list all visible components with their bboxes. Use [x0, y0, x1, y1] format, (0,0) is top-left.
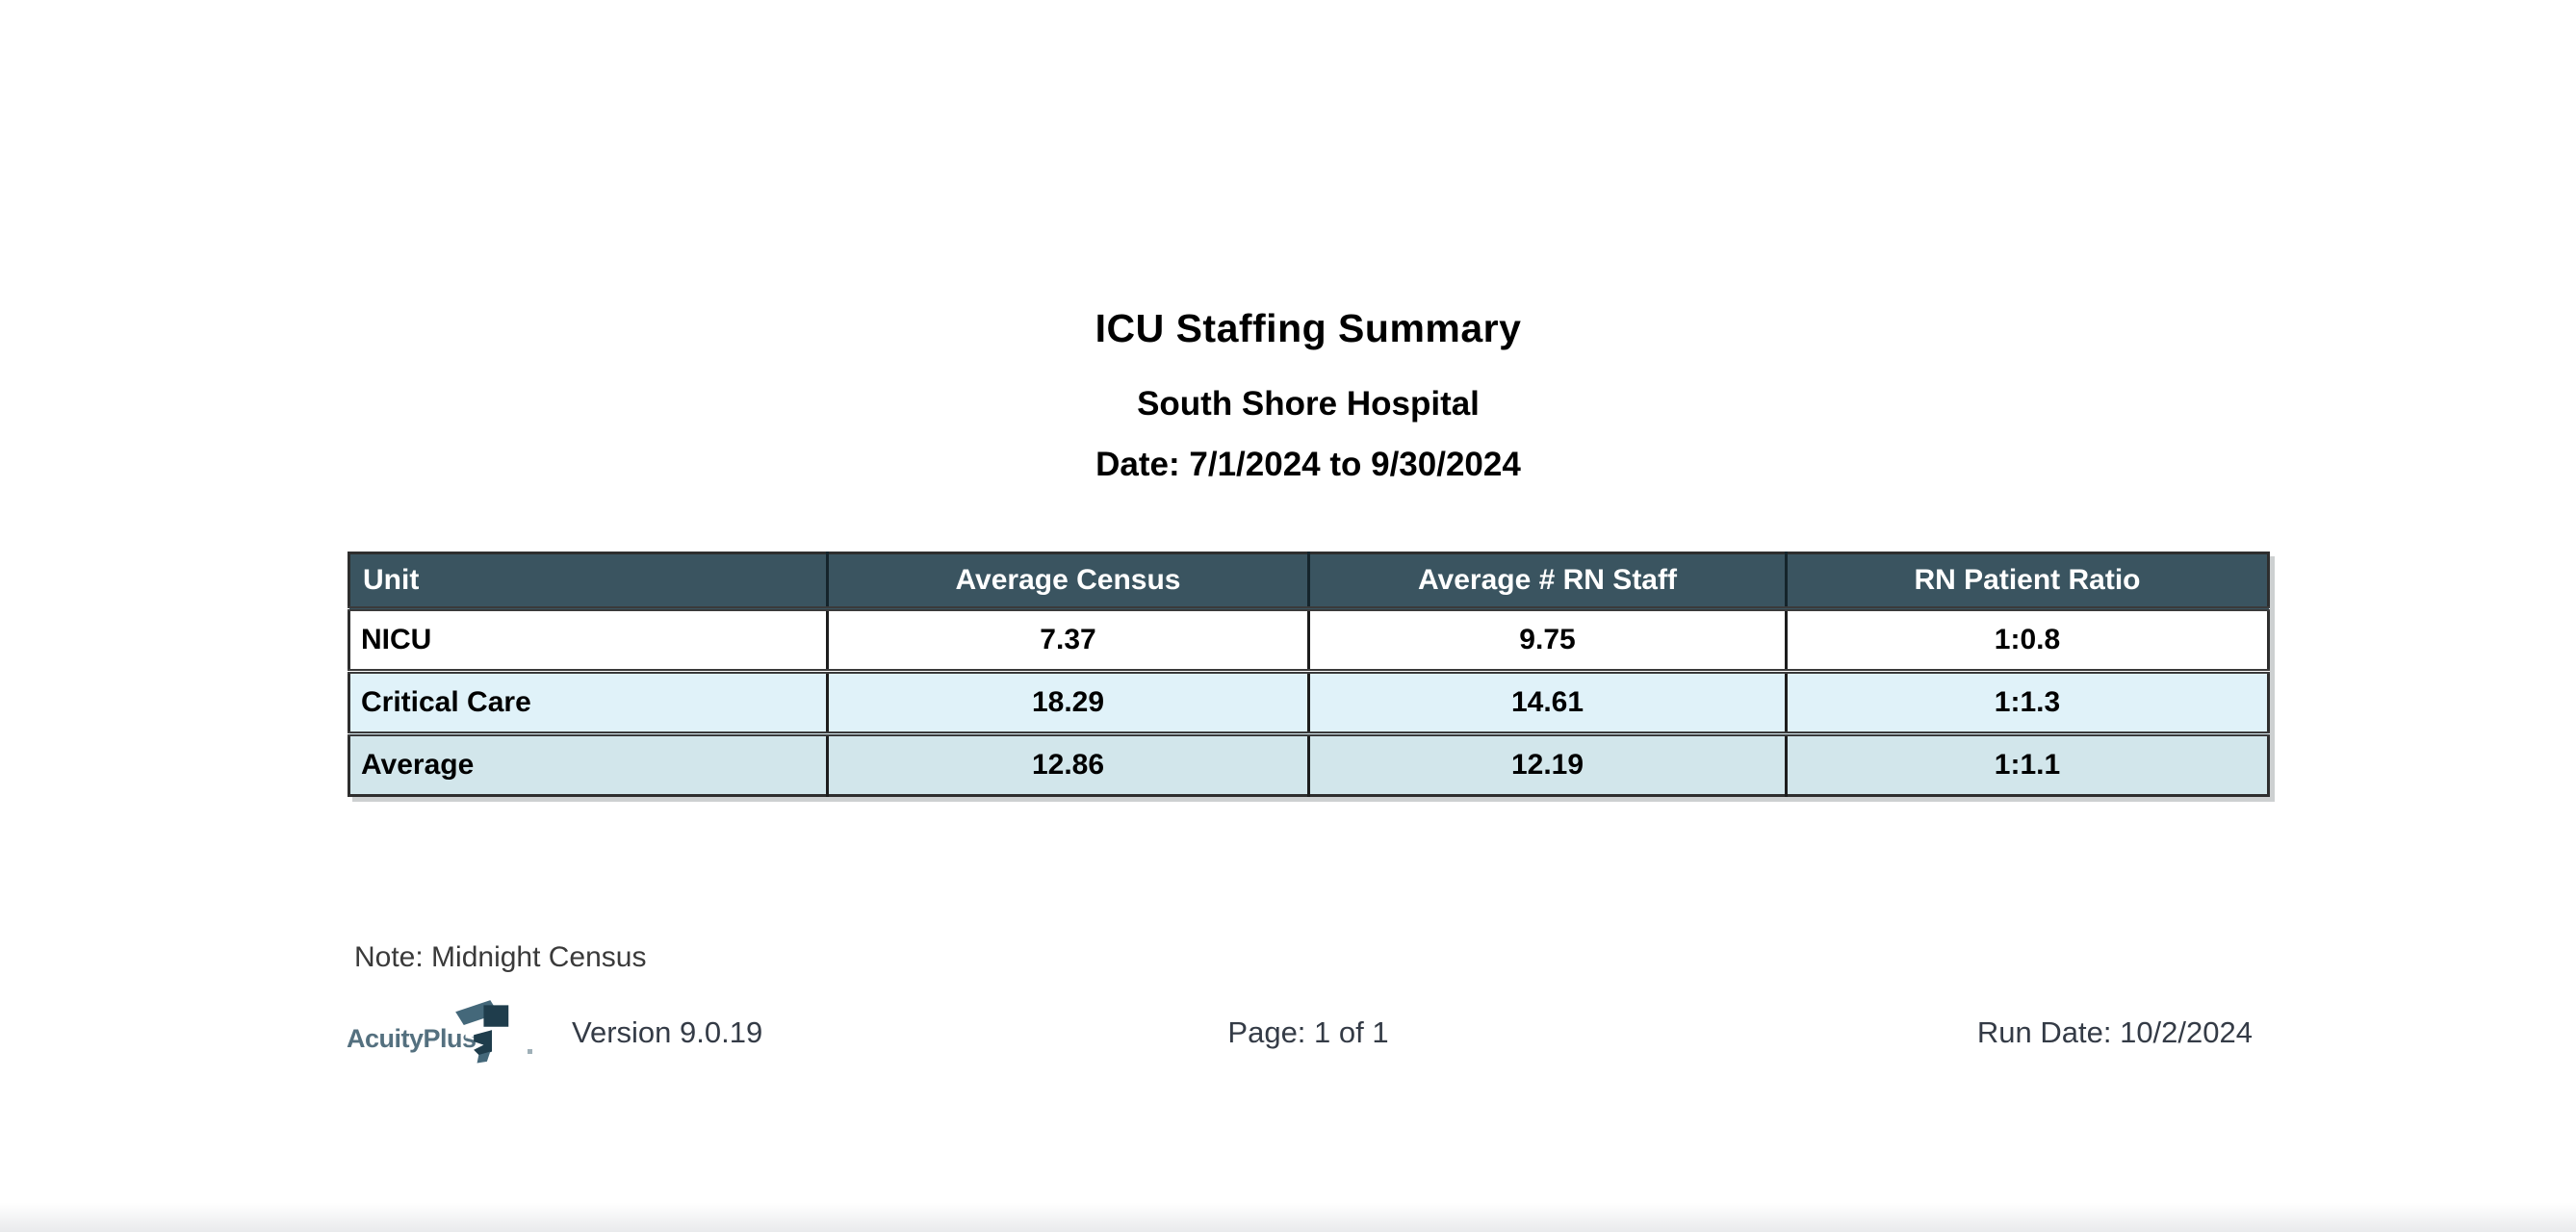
bottom-gradient-strip: [0, 1203, 2576, 1232]
cell-average-census: 12.86: [827, 732, 1310, 796]
acuityplus-logo-icon: [455, 1000, 509, 1064]
cell-average-census: 18.29: [827, 669, 1310, 734]
table-row-critical-care: Critical Care 18.29 14.61 1:1.3: [348, 669, 2269, 734]
col-header-average-rn-staff: Average # RN Staff: [1308, 552, 1788, 609]
page-title: ICU Staffing Summary: [1095, 306, 1522, 350]
table-header-row: Unit Average Census Average # RN Staff R…: [348, 552, 2269, 609]
col-header-unit: Unit: [348, 552, 829, 609]
staffing-summary-table: Unit Average Census Average # RN Staff R…: [348, 552, 2270, 797]
cell-average-rn-staff: 14.61: [1308, 669, 1788, 734]
cell-unit: Critical Care: [348, 669, 829, 734]
page-number-label: Page: 1 of 1: [1227, 1015, 1389, 1049]
cell-rn-patient-ratio: 1:1.3: [1786, 669, 2269, 734]
logo-trademark-dot: [528, 1049, 532, 1054]
table-row-average: Average 12.86 12.19 1:1.1: [348, 732, 2269, 796]
cell-average-rn-staff: 9.75: [1308, 606, 1788, 672]
table-row-nicu: NICU 7.37 9.75 1:0.8: [348, 606, 2269, 672]
col-header-rn-patient-ratio: RN Patient Ratio: [1786, 552, 2269, 609]
acuityplus-logo: AcuityPlus: [347, 995, 549, 1066]
run-date-label: Run Date: 10/2/2024: [1976, 1015, 2253, 1049]
date-range: Date: 7/1/2024 to 9/30/2024: [1095, 446, 1521, 483]
hospital-name: South Shore Hospital: [1137, 385, 1480, 423]
cell-average-census: 7.37: [827, 606, 1310, 672]
cell-rn-patient-ratio: 1:0.8: [1786, 606, 2269, 672]
note-text: Note: Midnight Census: [354, 941, 647, 973]
col-header-average-census: Average Census: [827, 552, 1310, 609]
cell-unit: NICU: [348, 606, 829, 672]
cell-rn-patient-ratio: 1:1.1: [1786, 732, 2269, 796]
version-label: Version 9.0.19: [572, 1015, 763, 1049]
acuityplus-logo-text: AcuityPlus: [347, 1024, 477, 1053]
cell-unit: Average: [348, 732, 829, 796]
cell-average-rn-staff: 12.19: [1308, 732, 1788, 796]
